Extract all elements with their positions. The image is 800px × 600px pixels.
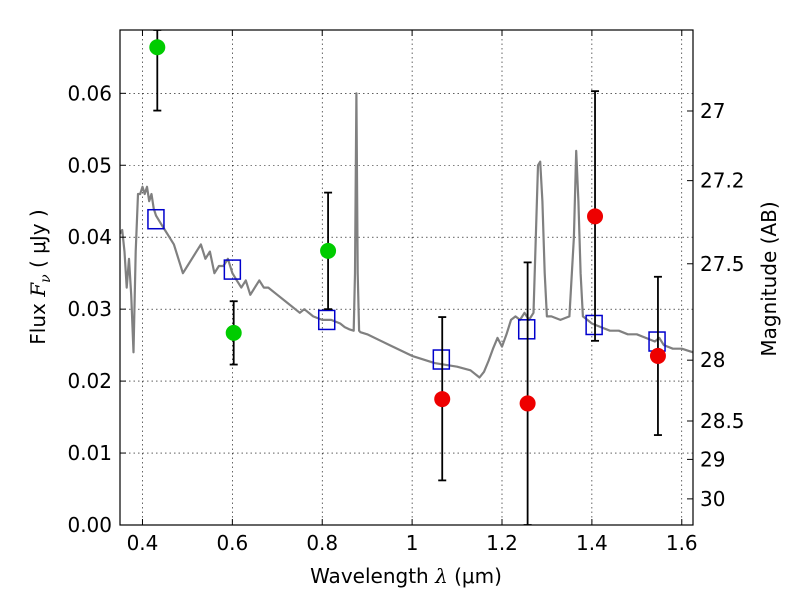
observed-green-point — [149, 39, 166, 56]
x-axis-ticks: 0.4 0.6 0.8 1 1.2 1.4 1.6 — [127, 30, 698, 555]
y-tick-label: 0.05 — [67, 153, 112, 177]
right-tick-label: 28.5 — [700, 409, 745, 433]
observed-red-point — [587, 208, 604, 225]
x-tick-label: 0.4 — [127, 531, 159, 555]
observed-red-point — [434, 391, 451, 408]
right-tick-label: 27.2 — [700, 169, 745, 193]
y-axis-ticks: 0.00 0.01 0.02 0.03 0.04 0.05 0.06 — [67, 81, 126, 537]
x-axis-title-unit: (μm) — [448, 564, 502, 588]
right-tick-label: 30 — [700, 487, 725, 511]
plot-clipped-group — [120, 30, 693, 525]
model-flux-square — [147, 208, 165, 230]
right-tick-label: 29 — [700, 447, 725, 471]
model-flux-square — [317, 309, 336, 331]
model-sed-line — [120, 92, 693, 379]
x-axis-title-symbol: λ — [434, 564, 448, 588]
x-axis-title: Wavelength λ (μm) — [310, 564, 502, 588]
observed-green-point — [225, 324, 242, 341]
y-axis-title-prefix: Flux — [26, 297, 50, 345]
plot-frame — [119, 29, 694, 526]
right-axis-ticks: 27 27.2 27.5 28 28.5 29 30 — [687, 99, 745, 511]
x-axis-title-prefix: Wavelength — [310, 564, 435, 588]
right-axis-title: Magnitude (AB) — [757, 201, 781, 356]
y-axis-title-symbol: F — [26, 282, 50, 298]
y-tick-label: 0.00 — [67, 513, 112, 537]
x-tick-label: 1.6 — [666, 531, 698, 555]
y-tick-label: 0.02 — [67, 369, 112, 393]
x-tick-label: 0.8 — [306, 531, 338, 555]
right-tick-label: 28 — [700, 348, 725, 372]
y-tick-label: 0.06 — [67, 81, 112, 105]
y-tick-label: 0.01 — [67, 441, 112, 465]
y-tick-label: 0.03 — [67, 297, 112, 321]
series-layer — [120, 30, 693, 525]
x-tick-label: 1 — [406, 531, 419, 555]
y-tick-label: 0.04 — [67, 225, 112, 249]
right-tick-label: 27.5 — [700, 252, 745, 276]
observed-red-point — [649, 347, 666, 364]
grid — [120, 30, 693, 526]
y-axis-title-subscript: ν — [38, 274, 54, 283]
observed-green-point — [320, 242, 337, 259]
x-tick-label: 0.6 — [216, 531, 248, 555]
x-tick-label: 1.2 — [486, 531, 518, 555]
observed-red-point — [519, 395, 536, 412]
y-axis-title: Flux Fν ( μJy ) — [26, 209, 54, 344]
model-flux-square — [223, 259, 242, 280]
y-axis-title-unit: ( μJy ) — [26, 209, 50, 274]
right-tick-label: 27 — [700, 99, 725, 123]
x-tick-label: 1.4 — [576, 531, 608, 555]
